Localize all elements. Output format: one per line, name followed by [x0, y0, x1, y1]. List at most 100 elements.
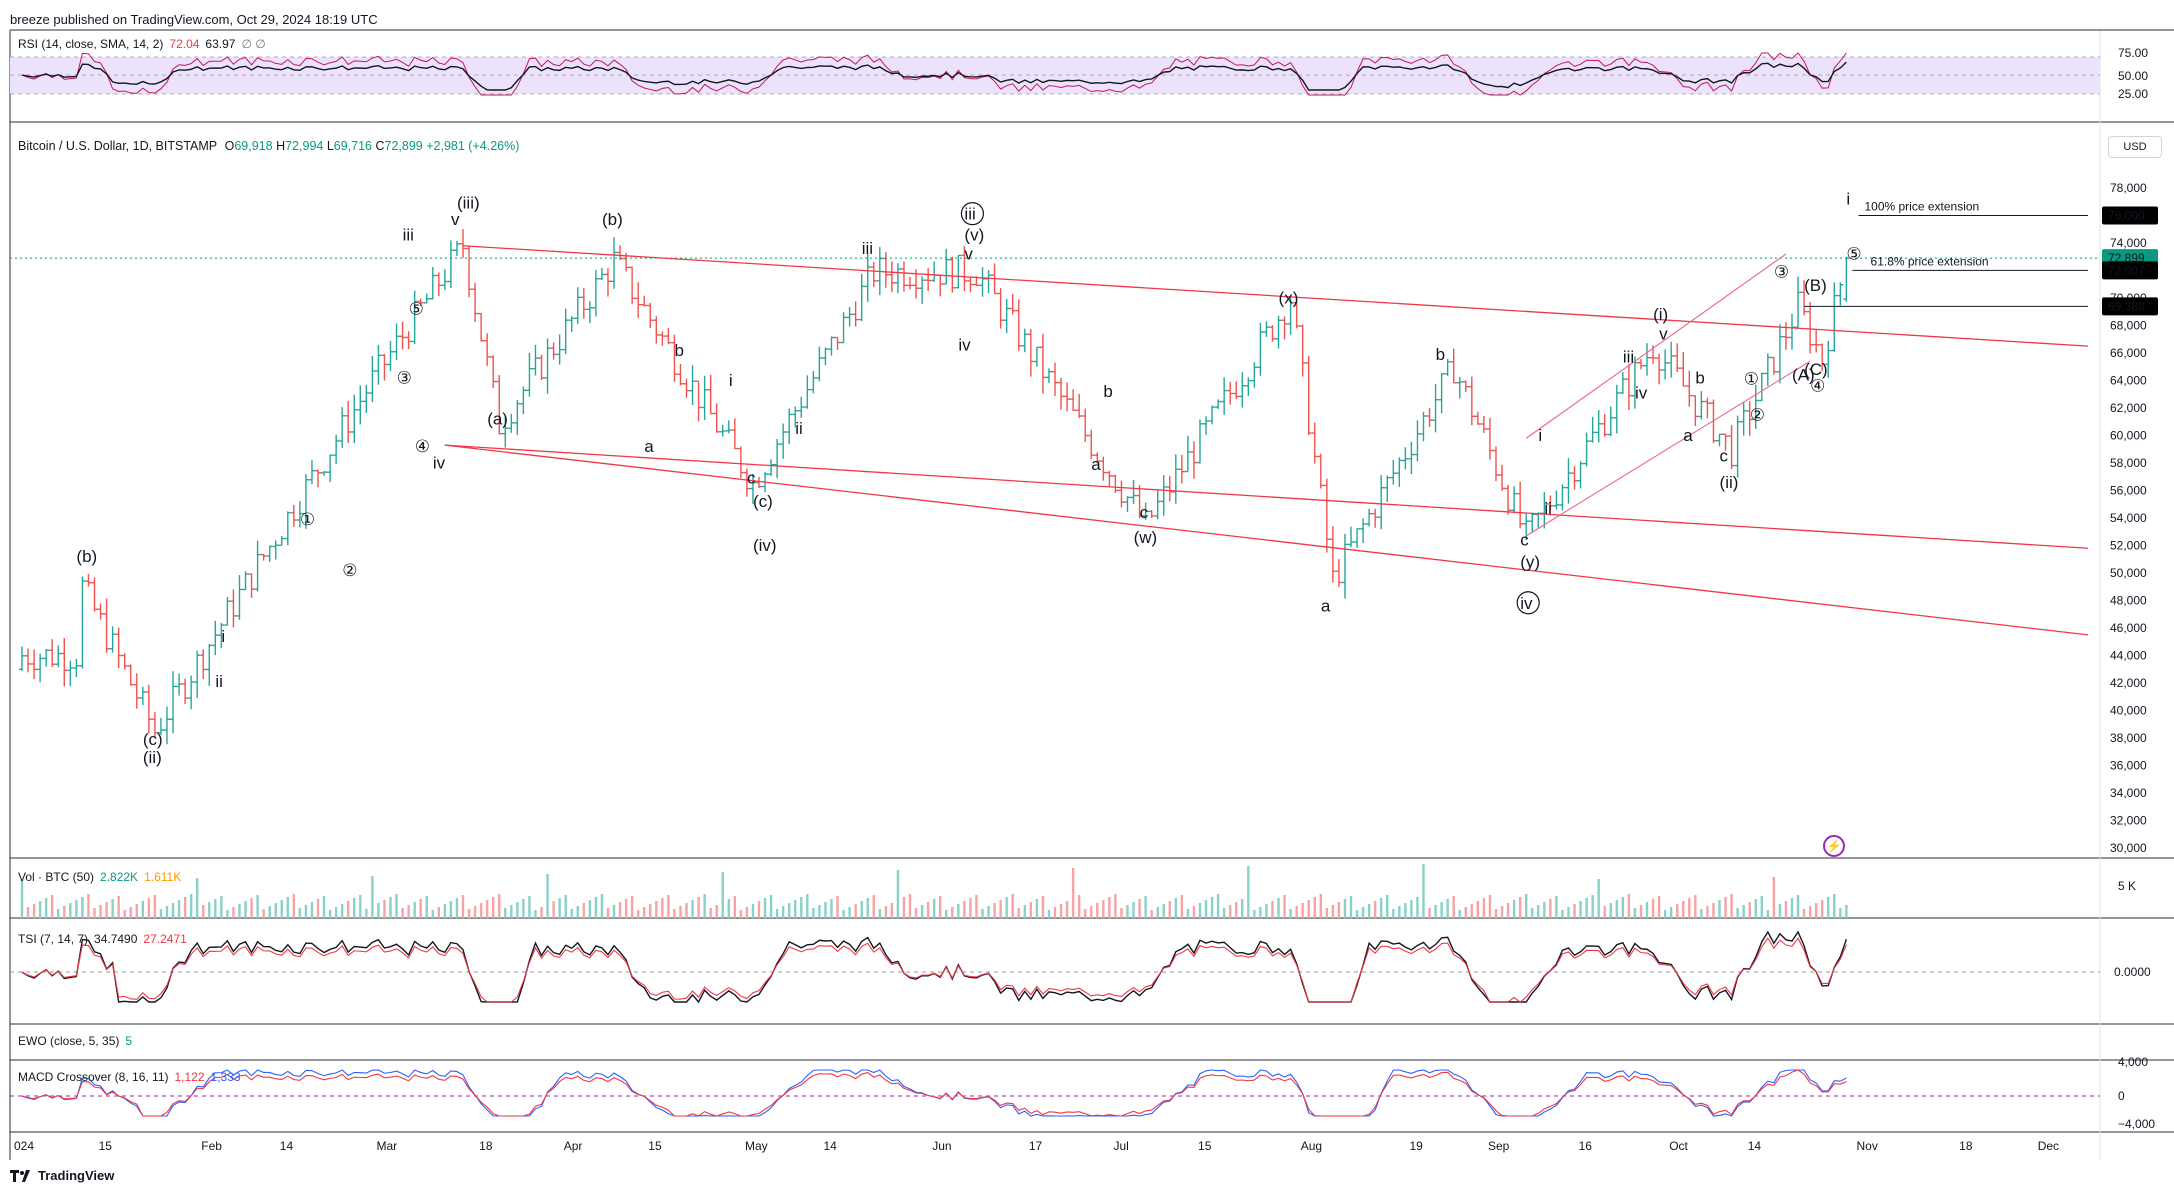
candle [321, 471, 328, 476]
candle [1269, 325, 1276, 342]
candle [1245, 377, 1252, 396]
candle [925, 268, 932, 291]
lightning-icon[interactable]: ⚡ [1823, 835, 1845, 857]
candle [25, 648, 32, 673]
candle [236, 575, 243, 620]
candle [568, 316, 575, 332]
candle [1100, 456, 1107, 481]
candle [266, 545, 273, 562]
candle [774, 439, 781, 479]
candle [302, 474, 309, 529]
rsi-tick: 75.00 [2118, 46, 2148, 60]
wave-label: v [964, 245, 973, 264]
wave-label: c [1520, 531, 1529, 550]
candle [689, 365, 696, 406]
price-tick: 32,000 [2110, 814, 2147, 828]
candle [1644, 343, 1651, 376]
candle [1299, 324, 1306, 377]
currency-button[interactable]: USD [2108, 136, 2162, 158]
candle [1209, 405, 1216, 425]
candle [870, 262, 877, 288]
candle [315, 469, 322, 488]
rsi-tick: 25.00 [2118, 87, 2148, 101]
candle [719, 424, 726, 437]
wave-circle [1516, 591, 1540, 615]
wave-label: (w) [1134, 528, 1158, 547]
rsi-legend: RSI (14, close, SMA, 14, 2) 72.04 63.97 ∅ ∅ [18, 37, 266, 51]
time-tick: 18 [1959, 1139, 1973, 1153]
candle [55, 645, 62, 668]
candle [1317, 453, 1324, 489]
candle [351, 394, 358, 444]
candle [894, 263, 901, 294]
candle [1776, 324, 1783, 384]
wave-label: c [747, 469, 756, 488]
channel-lower-line [444, 444, 2089, 636]
candle [749, 473, 756, 505]
wave-label: ③ [397, 368, 412, 387]
candle [937, 274, 944, 297]
candle [242, 571, 249, 591]
wave-label: b [1695, 368, 1704, 387]
candle [1571, 466, 1578, 490]
candle [1541, 492, 1548, 529]
candle [514, 399, 521, 435]
candle [828, 336, 835, 356]
candle [272, 540, 279, 560]
wave-label: ⑤ [1846, 245, 1861, 264]
candle [67, 660, 74, 687]
candle [1142, 502, 1149, 520]
candle [399, 321, 406, 350]
candle [1354, 528, 1361, 548]
macd-legend: MACD Crossover (8, 16, 11) 1,122 1,333 [18, 1070, 241, 1084]
tsi-signal-line [21, 937, 1847, 1003]
macd-line [21, 1069, 1847, 1117]
ohlc-change: +2,981 (+4.26%) [426, 139, 520, 153]
candle [1662, 349, 1669, 380]
price-badge-text: 72,007 [2108, 263, 2145, 277]
candle [1625, 363, 1632, 411]
time-tick: 15 [99, 1139, 113, 1153]
ohlc-close: 72,899 [384, 139, 423, 153]
vol-tick: 5 K [2118, 879, 2136, 893]
time-tick: Oct [1669, 1139, 1688, 1153]
candle [665, 327, 672, 345]
candle [411, 290, 418, 344]
price-tick: 68,000 [2110, 319, 2147, 333]
candle [1148, 510, 1155, 519]
candle [961, 246, 968, 291]
candle [574, 287, 581, 324]
candle [1281, 316, 1288, 340]
macd-tick: −4,000 [2118, 1117, 2155, 1131]
rising-channel-lower [1525, 360, 1811, 537]
candle [1378, 475, 1385, 530]
ohlc-low: 69,716 [333, 139, 373, 153]
price-tick: 38,000 [2110, 731, 2147, 745]
wave-label: i [1538, 426, 1542, 445]
candle [170, 671, 177, 734]
wave-label: a [644, 437, 654, 456]
candle [1106, 470, 1113, 488]
candle [1136, 485, 1143, 519]
candle [635, 282, 642, 319]
candle [260, 553, 267, 561]
candle [1275, 315, 1282, 349]
time-tick: Jul [1113, 1139, 1128, 1153]
candle [1263, 321, 1270, 337]
candle [641, 295, 648, 307]
candle [1039, 333, 1046, 394]
rising-channel-upper [1525, 253, 1787, 439]
candle [846, 307, 853, 327]
wave-label: (iv) [753, 536, 777, 555]
candle [278, 535, 285, 546]
tradingview-brand[interactable]: TradingView [10, 1168, 114, 1183]
candle [1577, 461, 1584, 489]
candle [1492, 446, 1499, 482]
candle [1692, 394, 1699, 426]
candle [792, 406, 799, 428]
candle [1843, 256, 1850, 302]
candle [955, 254, 962, 289]
candle [375, 344, 382, 385]
candle [1807, 302, 1814, 354]
